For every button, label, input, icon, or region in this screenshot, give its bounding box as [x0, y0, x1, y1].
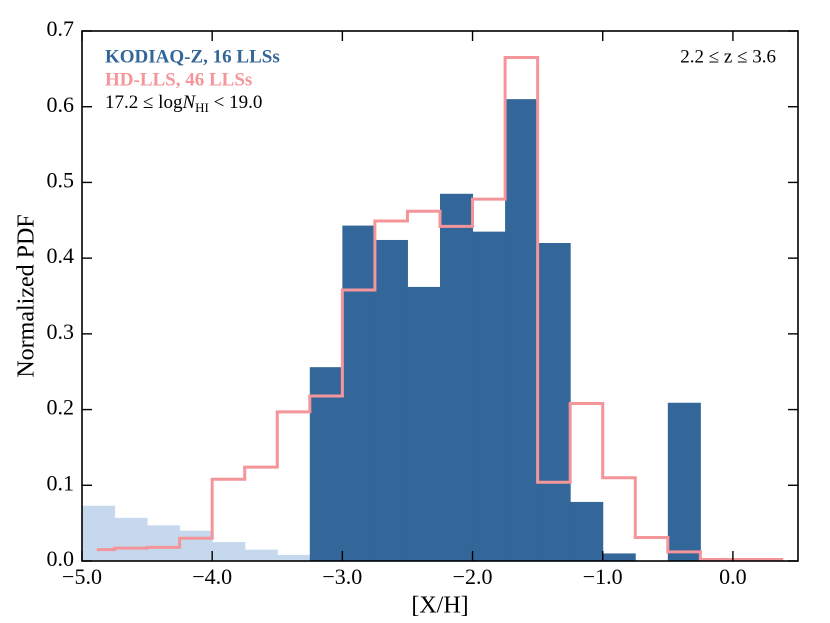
- y-tick-label: 0.3: [47, 319, 75, 344]
- annotation-part: N: [181, 92, 196, 113]
- annotation-part: < 19.0: [209, 92, 262, 113]
- annotation-part: HI: [195, 100, 209, 115]
- legend-entry: HD-LLS, 46 LLSs: [105, 69, 252, 90]
- bar: [602, 553, 636, 561]
- bar: [82, 505, 116, 561]
- bar: [309, 367, 343, 561]
- legend-entry: KODIAQ-Z, 16 LLSs: [105, 46, 280, 67]
- bar: [114, 517, 148, 561]
- x-tick-label: −1.0: [583, 564, 623, 589]
- y-tick-label: 0.2: [47, 395, 75, 420]
- x-tick-label: −5.0: [62, 564, 102, 589]
- bar: [374, 239, 408, 561]
- x-axis-label: [X/H]: [411, 593, 468, 619]
- bar: [667, 402, 701, 561]
- x-tick-label: −4.0: [192, 564, 232, 589]
- bar: [212, 542, 246, 561]
- bar: [440, 193, 474, 562]
- y-tick-label: 0.7: [47, 16, 75, 41]
- bar: [505, 99, 539, 562]
- annotation: 17.2 ≤ logNHI < 19.0: [105, 92, 262, 115]
- x-tick-label: 0.0: [719, 564, 747, 589]
- bar: [147, 525, 181, 561]
- y-tick-label: 0.5: [47, 167, 75, 192]
- y-axis-label: Normalized PDF: [14, 214, 40, 377]
- bar: [570, 501, 604, 561]
- bar: [537, 243, 571, 561]
- plot-frame: [81, 30, 799, 562]
- y-tick-label: 0.6: [47, 92, 75, 117]
- y-tick-label: 0.4: [47, 243, 75, 268]
- annotation: 2.2 ≤ z ≤ 3.6: [680, 46, 776, 67]
- bar: [179, 530, 213, 561]
- bar: [407, 286, 441, 561]
- bar: [277, 554, 311, 561]
- x-tick-label: −3.0: [322, 564, 362, 589]
- y-tick-label: 0.1: [47, 470, 75, 495]
- annotation-part: 17.2 ≤ log: [105, 92, 183, 113]
- bar: [342, 225, 376, 562]
- y-tick-label: 0.0: [47, 546, 75, 571]
- x-tick-label: −2.0: [453, 564, 493, 589]
- bar: [472, 231, 506, 561]
- bar: [244, 549, 278, 561]
